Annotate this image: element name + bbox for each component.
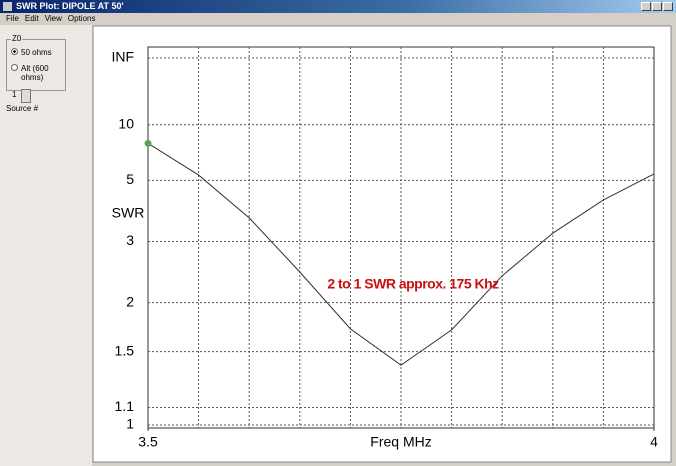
radio-option[interactable]: 50 ohms bbox=[11, 48, 63, 57]
group-label: Z0 bbox=[11, 34, 23, 43]
menu-item[interactable]: Edit bbox=[24, 14, 39, 23]
menu-bar: File Edit View Options bbox=[0, 13, 676, 24]
spinner[interactable] bbox=[21, 89, 31, 103]
close-button[interactable] bbox=[663, 2, 673, 11]
menu-item[interactable]: Options bbox=[67, 14, 96, 23]
menu-item[interactable]: View bbox=[44, 14, 62, 23]
radio-option[interactable]: Alt (600 ohms) bbox=[11, 64, 63, 82]
title-bar: SWR Plot: DIPOLE AT 50' bbox=[0, 0, 676, 13]
annotation: 2 to 1 SWR approx. 175 Khz bbox=[327, 276, 499, 292]
source-label: Source # bbox=[6, 104, 39, 113]
radio-button[interactable] bbox=[11, 64, 18, 71]
y-tick-label: 3 bbox=[126, 232, 134, 248]
minimize-button[interactable] bbox=[641, 2, 651, 11]
group-box: Z0 50 ohms Alt (600 ohms) bbox=[6, 34, 66, 91]
y-axis-label: SWR bbox=[112, 205, 145, 221]
x-tick-label: 4 bbox=[650, 434, 658, 450]
y-tick-label: 1.1 bbox=[115, 398, 135, 414]
x-axis-label: Freq MHz bbox=[370, 434, 431, 450]
source-value: 1 bbox=[12, 90, 17, 99]
radio-button[interactable] bbox=[11, 48, 18, 55]
radio-label: 50 ohms bbox=[21, 48, 52, 57]
start-marker bbox=[144, 139, 152, 147]
plot-panel bbox=[92, 25, 672, 463]
chart: 3.5 4 1 1.1 1.5 2 3 5 10 INF SWR Freq MHz 2 to 1 SWR… bbox=[92, 25, 672, 463]
x-tick-label: 3.5 bbox=[138, 434, 158, 450]
window-title: SWR Plot: DIPOLE AT 50' bbox=[16, 1, 124, 11]
y-tick-label: 1 bbox=[126, 416, 134, 432]
radio-label: Alt (600 ohms) bbox=[21, 64, 49, 82]
window-icon bbox=[3, 2, 12, 11]
side-panel: Z0 50 ohms Alt (600 ohms) 1 Source # bbox=[0, 25, 92, 466]
y-tick-label: 10 bbox=[118, 115, 134, 131]
menu-item[interactable]: File bbox=[6, 14, 19, 23]
y-tick-label: 2 bbox=[126, 293, 134, 309]
y-tick-label: 5 bbox=[126, 171, 134, 187]
swr-line bbox=[147, 142, 655, 366]
y-tick-label: INF bbox=[111, 49, 134, 65]
maximize-button[interactable] bbox=[652, 2, 662, 11]
y-tick-label: 1.5 bbox=[115, 342, 135, 358]
